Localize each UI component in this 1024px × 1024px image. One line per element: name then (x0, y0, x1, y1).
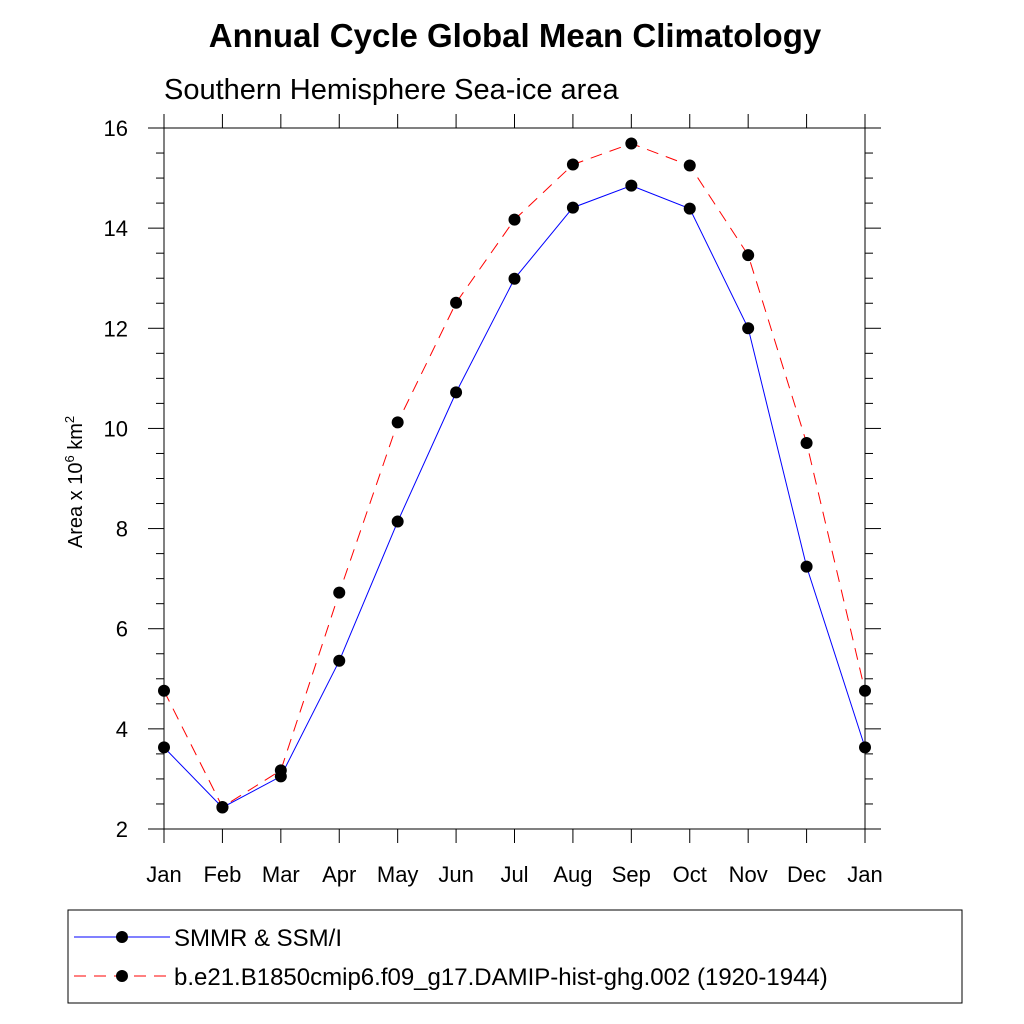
data-point (158, 741, 170, 754)
y-tick-label: 4 (116, 717, 128, 742)
data-point (800, 560, 813, 573)
axis-ticks (148, 114, 881, 843)
x-tick-label: Apr (322, 862, 356, 887)
y-tick-label: 6 (116, 617, 128, 642)
x-tick-label: Aug (553, 862, 592, 887)
x-tick-label: May (377, 862, 419, 887)
chart-subtitle: Southern Hemisphere Sea-ice area (164, 74, 619, 106)
data-point (158, 684, 170, 697)
legend-marker-1 (116, 970, 128, 982)
data-point (566, 201, 579, 214)
x-tick-label: Jun (438, 862, 473, 887)
data-point (683, 159, 696, 172)
x-tick-label: Oct (673, 862, 707, 887)
data-point (625, 179, 638, 192)
y-tick-label: 14 (104, 216, 128, 241)
data-point (391, 416, 404, 429)
data-point (859, 741, 871, 754)
data-point (742, 249, 755, 262)
plot-area (163, 127, 866, 830)
data-point (683, 202, 696, 215)
data-point (450, 386, 463, 399)
data-point (625, 137, 638, 150)
data-point (742, 322, 755, 335)
legend-box (67, 909, 963, 1004)
x-tick-label: Jan (847, 862, 882, 887)
y-tick-label: 8 (116, 517, 128, 542)
legend-label-0: SMMR & SSM/I (174, 925, 342, 952)
data-point (333, 586, 346, 599)
data-point (508, 213, 521, 226)
legend: SMMR & SSM/I b.e21.B1850cmip6.f09_g17.DA… (67, 909, 963, 1004)
data-point (800, 436, 813, 449)
data-point (450, 296, 463, 309)
data-point (566, 158, 579, 171)
x-axis-labels: Jan Feb Mar Apr May Jun Jul Aug Sep Oct Nov Dec Jan (146, 862, 882, 887)
y-axis-labels: 2 4 6 8 10 12 14 16 (104, 116, 128, 842)
data-point (391, 515, 404, 528)
legend-label-1: b.e21.B1850cmip6.f09_g17.DAMIP-hist-ghg.… (174, 964, 828, 991)
data-point (859, 684, 871, 697)
x-tick-label: Sep (612, 862, 651, 887)
x-tick-label: Feb (203, 862, 241, 887)
y-tick-label: 2 (116, 817, 128, 842)
legend-marker-0 (116, 931, 128, 943)
data-point (508, 272, 521, 285)
plot-frame (163, 127, 866, 830)
x-tick-label: Jan (146, 862, 181, 887)
x-tick-label: Jul (500, 862, 528, 887)
y-tick-label: 10 (104, 416, 128, 441)
x-tick-label: Nov (729, 862, 768, 887)
data-point (274, 764, 287, 777)
data-point (333, 654, 346, 667)
x-tick-label: Dec (787, 862, 826, 887)
series-layer (158, 137, 871, 814)
y-axis-label: Area x 106 km2 (62, 416, 87, 548)
data-point (216, 800, 229, 813)
chart-title: Annual Cycle Global Mean Climatology (209, 17, 822, 54)
y-tick-label: 12 (104, 316, 128, 341)
series-line-1 (163, 142, 866, 808)
x-tick-label: Mar (262, 862, 300, 887)
y-tick-label: 16 (104, 116, 128, 141)
